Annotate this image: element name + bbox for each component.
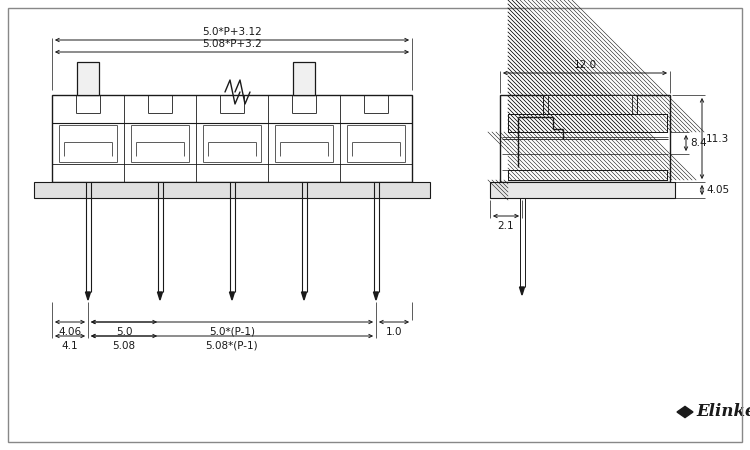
- Bar: [490, 182, 675, 198]
- Text: Elinker: Elinker: [696, 404, 750, 420]
- Polygon shape: [520, 287, 524, 295]
- Bar: [77, 62, 99, 95]
- Bar: [508, 170, 667, 180]
- Bar: [293, 62, 315, 95]
- Text: 2.1: 2.1: [498, 221, 514, 231]
- Text: 11.3: 11.3: [706, 134, 729, 144]
- Polygon shape: [158, 292, 163, 300]
- Bar: [52, 95, 412, 182]
- Text: 4.1: 4.1: [62, 341, 78, 351]
- Polygon shape: [302, 292, 307, 300]
- Bar: [508, 114, 667, 132]
- Bar: [508, 114, 667, 132]
- Text: 1.0: 1.0: [386, 327, 402, 337]
- Text: 5.0: 5.0: [116, 327, 132, 337]
- Text: 4.05: 4.05: [706, 185, 729, 195]
- Text: 5.08*P+3.2: 5.08*P+3.2: [202, 39, 262, 49]
- Bar: [508, 114, 667, 132]
- Text: 5.0*(P-1): 5.0*(P-1): [209, 327, 255, 337]
- Polygon shape: [677, 406, 693, 418]
- Bar: [508, 170, 667, 180]
- Bar: [500, 95, 670, 182]
- Text: 8.4: 8.4: [690, 138, 706, 148]
- Text: 仅供赢点赢点赢点: 仅供赢点赢点赢点: [196, 143, 263, 157]
- Bar: [543, 95, 637, 127]
- Bar: [548, 95, 632, 119]
- Polygon shape: [374, 292, 379, 300]
- Text: 5.0*P+3.12: 5.0*P+3.12: [202, 27, 262, 37]
- Bar: [34, 182, 430, 198]
- Text: 4.06: 4.06: [58, 327, 82, 337]
- Text: 12.0: 12.0: [574, 60, 596, 70]
- Text: 5.08: 5.08: [112, 341, 136, 351]
- Text: 赢点赢点赢点赢点: 赢点赢点赢点赢点: [196, 161, 263, 175]
- Polygon shape: [230, 292, 235, 300]
- Polygon shape: [86, 292, 91, 300]
- Text: 5.08*(P-1): 5.08*(P-1): [206, 341, 258, 351]
